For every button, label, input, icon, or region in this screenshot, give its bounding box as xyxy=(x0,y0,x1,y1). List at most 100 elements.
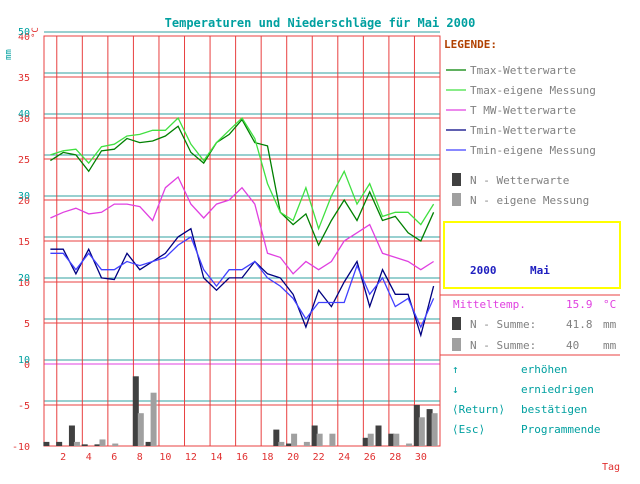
period-month: Mai xyxy=(530,264,550,277)
x-tick-label: 10 xyxy=(159,452,171,463)
legend: LEGENDE: Tmax-Wetterwarte Tmax-eigene Mes… xyxy=(444,38,596,207)
mittel-unit: °C xyxy=(603,298,616,311)
sum1-swatch xyxy=(452,317,461,330)
precip-bar xyxy=(94,444,101,446)
x-tick-label: 16 xyxy=(236,452,248,463)
legend-items: Tmax-Wetterwarte Tmax-eigene Messung T MW-… xyxy=(446,64,596,207)
help-label: erniedrigen xyxy=(521,383,594,396)
temp-tick-label: -5 xyxy=(18,401,30,412)
precip-bar xyxy=(291,433,298,446)
series-line xyxy=(50,116,435,231)
precip-unit-label: mm xyxy=(4,49,14,60)
temp-tick-label: 5 xyxy=(24,319,30,330)
plot-grid xyxy=(43,31,620,447)
sum1-label: N - Summe: xyxy=(470,318,536,331)
legend-bar-swatch xyxy=(452,173,461,186)
series-line xyxy=(50,235,435,329)
key-help: ↑ erhöhen ↓ erniedrigen ⟨Return⟩ bestätigen ⟨E… xyxy=(452,363,600,436)
temp-tick-label: 40 xyxy=(18,32,30,43)
temp-tick-label: 30 xyxy=(18,114,30,125)
precip-bar xyxy=(393,433,400,446)
help-key: ⟨Return⟩ xyxy=(452,403,505,416)
x-tick-label: 8 xyxy=(137,452,143,463)
sum1-unit: mm xyxy=(603,318,617,331)
legend-label: Tmax-eigene Messung xyxy=(470,84,596,97)
mittel-label: Mitteltemp. xyxy=(453,298,526,311)
precip-tick-label: 40 xyxy=(18,109,30,120)
legend-label: T MW-Wetterwarte xyxy=(470,104,576,117)
precip-bar xyxy=(413,405,420,446)
temp-tick-label: 15 xyxy=(18,237,30,248)
help-label: erhöhen xyxy=(521,363,567,376)
help-label: bestätigen xyxy=(521,403,587,416)
precip-bar xyxy=(362,437,369,446)
precip-bar xyxy=(388,433,395,446)
temp-unit-label: °C xyxy=(31,27,41,38)
precip-bar xyxy=(418,417,425,446)
x-tick-label: 24 xyxy=(338,452,350,463)
period-box: 2000 Mai xyxy=(443,221,621,289)
precip-bar xyxy=(286,443,293,446)
precip-tick-label: 30 xyxy=(18,191,30,202)
x-axis-label: Tag xyxy=(602,462,620,473)
precip-bar xyxy=(316,433,323,446)
sum2-value: 40 xyxy=(566,339,579,352)
period-box-frame xyxy=(443,221,621,289)
legend-label: Tmin-eigene Messung xyxy=(470,144,596,157)
x-tick-label: 14 xyxy=(210,452,222,463)
sum1-value: 41.8 xyxy=(566,318,593,331)
precip-bar xyxy=(150,392,157,446)
precip-bar xyxy=(132,376,139,446)
precip-bar xyxy=(311,425,318,446)
temp-tick-label: 35 xyxy=(18,73,30,84)
temp-tick-label: 20 xyxy=(18,196,30,207)
help-key: ↓ xyxy=(452,383,459,396)
x-tick-label: 6 xyxy=(111,452,117,463)
x-tick-label: 28 xyxy=(389,452,401,463)
temp-tick-label: -10 xyxy=(12,442,30,453)
x-tick-label: 20 xyxy=(287,452,299,463)
period-year: 2000 xyxy=(470,264,497,277)
precip-bar xyxy=(43,441,50,446)
temperature-lines xyxy=(50,116,435,338)
x-tick-label: 22 xyxy=(313,452,325,463)
precip-bar xyxy=(329,433,336,446)
precip-bar xyxy=(367,433,374,446)
precip-bar xyxy=(426,409,433,446)
precip-bar xyxy=(145,441,152,446)
precip-bar xyxy=(273,429,280,446)
precipitation-bars xyxy=(43,376,438,446)
precip-bar xyxy=(431,413,438,446)
precip-bar xyxy=(99,439,106,446)
temp-tick-label: 25 xyxy=(18,155,30,166)
x-tick-label: 4 xyxy=(86,452,92,463)
x-tick-label: 30 xyxy=(415,452,427,463)
precip-bar xyxy=(73,441,80,446)
x-tick-label: 12 xyxy=(185,452,197,463)
precip-tick-label: 50 xyxy=(18,27,30,38)
x-tick-label: 26 xyxy=(364,452,376,463)
precip-tick-label: 10 xyxy=(18,355,30,366)
series-line xyxy=(50,118,435,247)
precip-bar xyxy=(375,425,382,446)
precip-bar xyxy=(112,443,119,446)
legend-label: Tmax-Wetterwarte xyxy=(470,64,576,77)
series-line xyxy=(50,227,435,338)
sum2-swatch xyxy=(452,338,461,351)
precip-bar xyxy=(137,413,144,446)
temp-tick-label: 0 xyxy=(24,360,30,371)
precip-bar xyxy=(68,425,75,446)
sum2-label: N - Summe: xyxy=(470,339,536,352)
chart-title: Temperaturen und Niederschläge für Mai 2… xyxy=(165,16,476,30)
legend-label: N - Wetterwarte xyxy=(470,174,569,187)
x-tick-label: 2 xyxy=(60,452,66,463)
legend-heading: LEGENDE: xyxy=(444,38,497,51)
axis-labels: mm °C Tag -10-50510152025303540102030405… xyxy=(4,27,620,473)
legend-bar-swatch xyxy=(452,193,461,206)
help-label: Programmende xyxy=(521,423,600,436)
temp-tick-label: 10 xyxy=(18,278,30,289)
precip-bar xyxy=(81,444,88,446)
legend-label: N - eigene Messung xyxy=(470,194,589,207)
precip-bar xyxy=(303,441,310,446)
